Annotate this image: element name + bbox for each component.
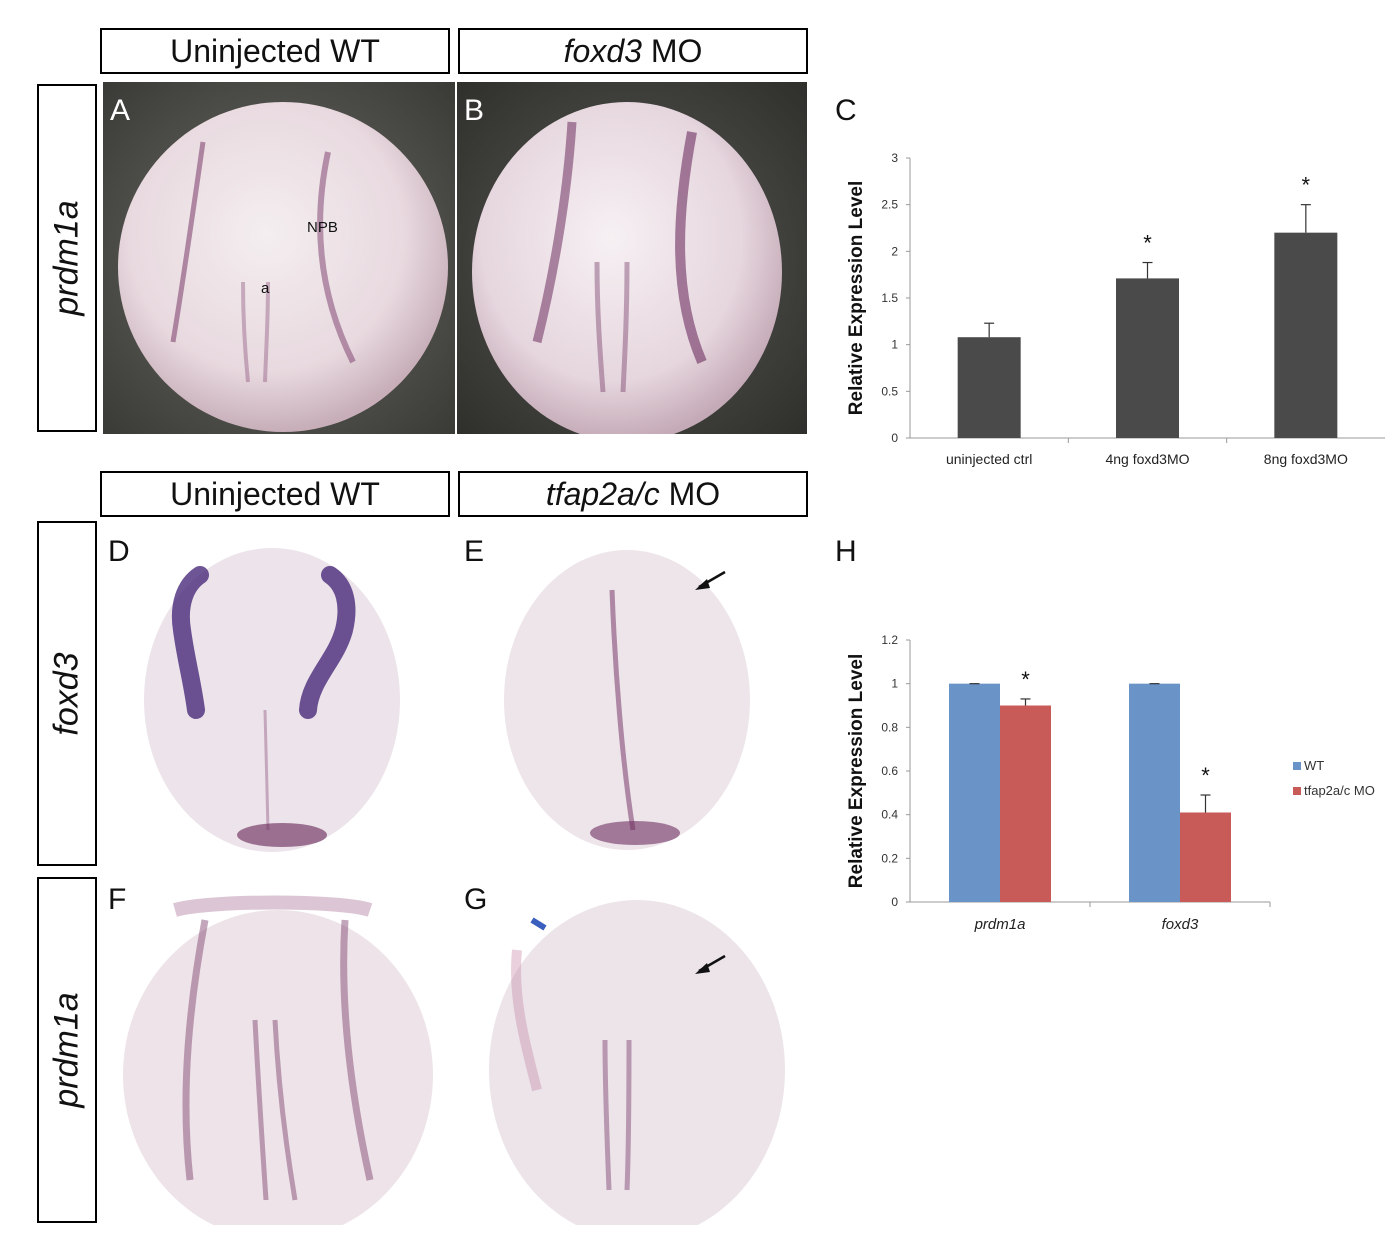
chart-c: 0 0.5 1 1.5 2 2.5 3 uninjected ctrl * 4ng foxd3MO… [830,130,1395,480]
header-uninjected-wt-bottom: Uninjected WT [100,471,450,517]
panel-g-embryo-image [457,880,807,1225]
header-uninjected-wt-top: Uninjected WT [100,28,450,74]
bar [1129,683,1180,902]
header-foxd3-mo: foxd3 MO [458,28,808,74]
legend-swatch [1293,787,1301,795]
significance-star: * [1021,667,1030,692]
panel-letter-a: A [110,94,131,127]
row-label-text: foxd3 [47,651,86,736]
y-tick-label: 0.2 [881,851,898,865]
legend-swatch [1293,762,1301,770]
panel-letter-b: B [464,94,485,127]
y-tick-label: 0.8 [881,720,898,734]
header-text: Uninjected WT [170,475,380,512]
panel-letter-g: G [464,883,488,916]
panel-a-embryo-image [103,82,455,434]
y-tick-label: 2.5 [881,198,898,212]
significance-star: * [1302,173,1311,198]
bar [1180,812,1231,902]
panel-letter-h: H [835,535,857,568]
chart-h-svg: 0 0.2 0.4 0.6 0.8 1 1.2 * prdm1a * foxd3 Relative E… [846,633,1375,933]
y-tick-label: 3 [891,151,898,165]
x-tick-label: 8ng foxd3MO [1264,451,1348,467]
y-tick-label: 0 [891,431,898,445]
y-axis-label: Relative Expression Level [846,654,867,888]
x-tick-label: foxd3 [1162,916,1199,933]
bar [1274,232,1338,438]
panel-e-embryo-image [457,530,807,870]
legend-label: WT [1304,758,1324,773]
x-tick-label: uninjected ctrl [946,451,1032,467]
row-label-prdm1a-top: prdm1a [37,84,97,432]
row-label-text: prdm1a [47,992,86,1108]
header-tfap2ac-mo: tfap2a/c MO [458,471,808,517]
panel-letter-f: F [108,883,127,916]
arrow-icon [695,954,726,974]
annotation-npb: NPB [307,219,338,236]
panel-letter-d: D [108,535,130,568]
header-gene: foxd3 [563,32,642,69]
x-tick-label: prdm1a [974,916,1026,933]
annotation-a: a [261,280,270,297]
panel-b-embryo-image [457,82,807,434]
y-tick-label: 0.6 [881,764,898,778]
header-suffix: MO [641,32,703,69]
header-suffix: MO [659,475,721,512]
panel-letter-e: E [464,535,485,568]
legend-label: tfap2a/c MO [1304,783,1375,798]
bar [949,683,1000,902]
y-tick-label: 2 [891,244,898,258]
panel-d-embryo-image [100,530,450,870]
chart-c-svg: 0 0.5 1 1.5 2 2.5 3 uninjected ctrl * 4ng foxd3MO… [846,151,1385,467]
arrow-icon [695,570,726,590]
y-tick-label: 1.2 [881,633,898,647]
significance-star: * [1143,231,1152,256]
bar [957,337,1021,438]
y-axis-label: Relative Expression Level [846,181,867,415]
row-label-foxd3: foxd3 [37,521,97,866]
panel-f-embryo-image [100,880,450,1225]
row-label-prdm1a-bottom: prdm1a [37,877,97,1223]
y-tick-label: 0 [891,895,898,909]
significance-star: * [1201,763,1210,788]
panel-letter-c: C [835,94,857,127]
header-gene: tfap2a/c [545,475,660,512]
bar [1000,705,1051,902]
y-tick-label: 1.5 [881,291,898,305]
y-tick-label: 0.5 [881,384,898,398]
y-tick-label: 1 [891,338,898,352]
row-label-text: prdm1a [47,200,86,316]
y-tick-label: 1 [891,677,898,691]
chart-h: 0 0.2 0.4 0.6 0.8 1 1.2 * prdm1a * foxd3 Relative E… [830,620,1395,950]
y-tick-label: 0.4 [881,808,898,822]
x-tick-label: 4ng foxd3MO [1105,451,1189,467]
header-text: Uninjected WT [170,32,380,69]
bar [1116,278,1179,438]
